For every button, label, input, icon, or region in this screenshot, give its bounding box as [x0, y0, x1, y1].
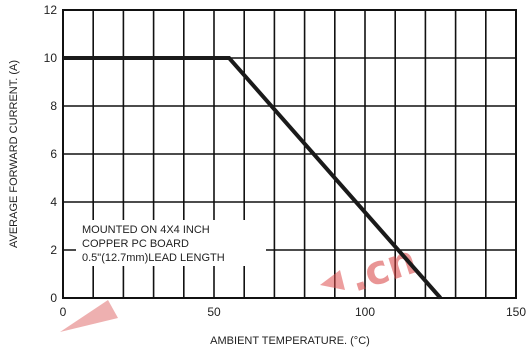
y-tick-label: 10 [44, 51, 58, 65]
x-tick-label: 100 [355, 305, 375, 319]
y-tick-label: 6 [50, 147, 57, 161]
y-tick-label: 0 [50, 291, 57, 305]
watermark-text: .cn [344, 237, 422, 302]
series-layer [63, 56, 443, 300]
y-tick-label: 12 [44, 3, 58, 17]
y-tick-label: 4 [50, 195, 57, 209]
series-line-0 [63, 56, 443, 300]
x-tick-label: 50 [207, 305, 221, 319]
x-axis-title: AMBIENT TEMPERATURE. (°C) [210, 335, 370, 347]
tick-labels: 0 2 4 6 8 10 12 0 50 100 150 [44, 3, 527, 319]
watermark-mark-icon [320, 270, 345, 290]
plot-frame [62, 9, 517, 299]
annotation-line-3: 0.5"(12.7mm)LEAD LENGTH [82, 252, 225, 264]
annotation-box [76, 220, 266, 266]
annotation-line-1: MOUNTED ON 4X4 INCH [82, 224, 210, 236]
annotation-line-2: COPPER PC BOARD [82, 238, 189, 250]
watermark-arrow-icon [60, 300, 118, 332]
y-tick-label: 8 [50, 99, 57, 113]
x-tick-label: 150 [506, 305, 526, 319]
x-tick-label: 0 [60, 305, 67, 319]
y-axis-title: AVERAGE FORWARD CURRENT. (A) [8, 60, 20, 248]
y-tick-label: 2 [50, 243, 57, 257]
